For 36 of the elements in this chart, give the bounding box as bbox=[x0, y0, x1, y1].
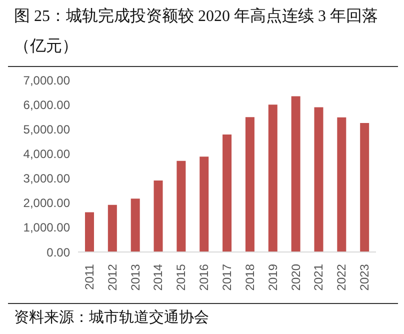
x-tick-label: 2014 bbox=[151, 264, 166, 291]
y-tick-label: 1,000.00 bbox=[23, 220, 70, 235]
x-tick-label: 2012 bbox=[105, 264, 120, 291]
bar bbox=[222, 134, 232, 252]
bar bbox=[268, 104, 278, 252]
x-tick-label: 2018 bbox=[242, 264, 257, 291]
chart-title: 图 25：城轨完成投资额较 2020 年高点连续 3 年回落（亿元） bbox=[14, 6, 379, 57]
x-tick-label: 2020 bbox=[288, 264, 303, 291]
y-tick-label: 5,000.00 bbox=[23, 122, 70, 136]
x-tick-label: 2016 bbox=[197, 264, 212, 291]
text: 资料来源：城市轨道交通协会 bbox=[14, 308, 209, 327]
x-tick-label: 2022 bbox=[334, 264, 349, 291]
bar bbox=[108, 204, 117, 252]
x-tick-label: 2023 bbox=[358, 264, 372, 291]
x-tick-label: 2013 bbox=[128, 264, 142, 291]
bar bbox=[314, 107, 324, 252]
bar bbox=[130, 198, 140, 252]
bar bbox=[154, 180, 163, 252]
x-tick-label: 2021 bbox=[312, 264, 326, 291]
x-tick-label: 2011 bbox=[82, 264, 96, 290]
bar bbox=[291, 96, 300, 252]
y-tick-label: 4,000.00 bbox=[23, 146, 70, 161]
bar bbox=[85, 212, 94, 252]
y-tick-label: 7,000.00 bbox=[23, 73, 70, 88]
y-tick-label: 2,000.00 bbox=[23, 196, 70, 210]
bar bbox=[360, 123, 370, 252]
bar bbox=[200, 156, 209, 252]
y-tick-label: 0.00 bbox=[46, 245, 70, 260]
x-tick-label: 2015 bbox=[174, 264, 188, 291]
bar bbox=[245, 117, 254, 252]
y-tick-label: 3,000.00 bbox=[23, 172, 70, 186]
bar bbox=[176, 160, 186, 252]
y-tick-label: 6,000.00 bbox=[23, 98, 70, 112]
bar bbox=[337, 117, 346, 252]
x-tick-label: 2019 bbox=[266, 264, 280, 291]
x-tick-label: 2017 bbox=[220, 264, 234, 291]
